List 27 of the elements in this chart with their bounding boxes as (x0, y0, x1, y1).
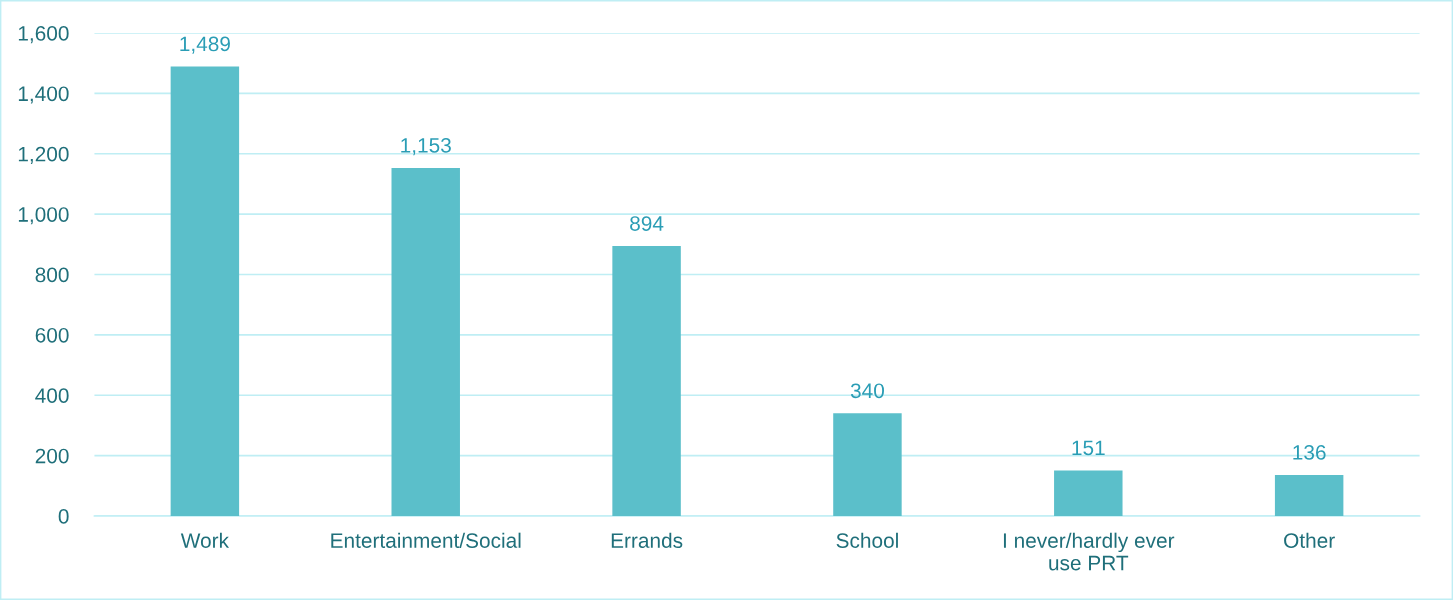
y-tick-label: 1,400 (18, 86, 69, 104)
bar (170, 66, 240, 516)
y-tick-label: 1,600 (18, 26, 69, 44)
bar (1274, 474, 1344, 516)
data-label: 1,489 (180, 36, 230, 54)
bar (391, 167, 460, 516)
x-tick-label: Work (180, 532, 230, 548)
y-tick-label: 1,000 (18, 207, 69, 225)
y-tick-label: 200 (35, 448, 69, 464)
x-tick-label: Other (1284, 532, 1335, 548)
y-tick-label: 400 (35, 388, 69, 403)
data-label: 151 (1072, 440, 1105, 456)
y-tick-label: 600 (35, 327, 69, 343)
data-label: 136 (1293, 444, 1326, 460)
data-label: 1,153 (401, 137, 451, 156)
x-tick-label: Entertainment/Social (331, 532, 521, 548)
data-label: 340 (850, 383, 885, 399)
bar (1054, 470, 1123, 516)
y-tick-label: 800 (35, 267, 69, 283)
data-label: 894 (630, 216, 664, 231)
x-tick-label: School (836, 532, 898, 548)
y-tick-label: 1,200 (18, 146, 69, 164)
y-tick-label: 0 (58, 509, 69, 524)
x-tick-label: Errands (611, 532, 683, 548)
bar (833, 413, 902, 516)
bar (612, 246, 681, 516)
x-tick-label: I never/hardly ever use PRT (1003, 532, 1175, 571)
